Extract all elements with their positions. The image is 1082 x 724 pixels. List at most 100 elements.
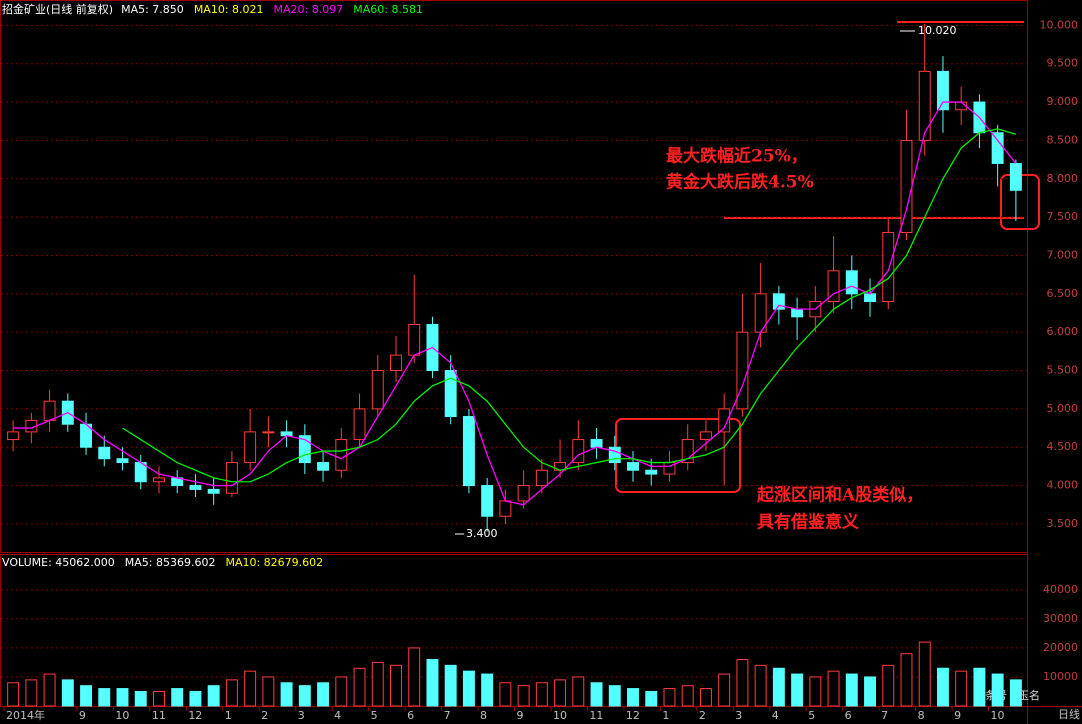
candle-body — [116, 458, 129, 464]
candle-body — [335, 439, 348, 471]
volume-bar — [61, 679, 74, 707]
annotation: 最大跌幅近25%， — [666, 146, 808, 167]
candle-body — [189, 485, 202, 490]
candle-body — [772, 293, 785, 310]
volume-bar — [134, 690, 147, 707]
volume-bar — [153, 690, 165, 707]
volume-bar — [845, 673, 858, 707]
candle-body — [298, 435, 311, 464]
candle-body — [517, 485, 530, 502]
indicator-label: VOLUME: 45062.000 — [2, 556, 115, 569]
y-tick-label: 5.000 — [1047, 402, 1079, 415]
volume-bar — [882, 664, 895, 707]
volume-bar — [189, 690, 202, 707]
candle-body — [262, 431, 275, 434]
x-tick-label: 5 — [371, 709, 378, 722]
volume-bar — [554, 679, 567, 707]
candle-body — [736, 331, 749, 410]
volume-bar — [791, 673, 804, 707]
x-tick-label: 6 — [407, 709, 414, 722]
volume-bar — [955, 670, 968, 707]
x-tick-label: 11 — [589, 709, 603, 722]
x-tick-label: 4 — [334, 709, 341, 722]
volume-bar — [736, 659, 749, 707]
candle-body — [98, 446, 111, 460]
price-label: 3.400 — [466, 527, 498, 540]
volume-bar — [462, 670, 475, 707]
volume-bar — [317, 682, 330, 707]
candle-body — [153, 477, 165, 483]
candle-body — [481, 485, 494, 517]
y-tick-label: 7.000 — [1047, 248, 1079, 261]
indicator-label: MA5: 85369.602 — [125, 556, 216, 569]
ma-line — [122, 128, 1017, 483]
volume-bar — [116, 688, 129, 707]
candle-body — [444, 370, 457, 418]
candle-body — [918, 70, 931, 141]
x-tick-label: 10 — [991, 709, 1005, 722]
x-tick-label: 11 — [152, 709, 166, 722]
y-tick-label: 7.500 — [1047, 210, 1079, 223]
candle-body — [1009, 162, 1022, 191]
volume-bar — [681, 685, 694, 707]
volume-bar — [371, 661, 384, 707]
volume-bar — [280, 682, 293, 707]
candle-body — [317, 462, 330, 471]
candle-body — [535, 469, 548, 487]
volume-bar — [444, 664, 457, 707]
y-tick-label: 9.500 — [1047, 57, 1079, 70]
y-tick-label: 10000 — [1043, 670, 1078, 683]
volume-bar — [772, 667, 785, 707]
y-tick-label: 10.000 — [1040, 18, 1079, 31]
candle-body — [207, 488, 220, 494]
candle-body — [882, 231, 895, 302]
volume-bar — [608, 685, 621, 707]
volume-bar — [408, 647, 421, 707]
volume-bar — [335, 676, 348, 707]
volume-bar — [754, 664, 767, 707]
x-tick-label: 1 — [662, 709, 669, 722]
candle-body — [7, 431, 20, 441]
indicator-label: MA5: 7.850 — [121, 3, 184, 16]
candle-body — [827, 270, 840, 302]
x-tick-label: 12 — [626, 709, 640, 722]
volume-bar — [663, 688, 676, 707]
candle-body — [936, 70, 949, 111]
volume-bar — [244, 670, 257, 707]
indicator-label: MA10: 82679.602 — [225, 556, 323, 569]
y-tick-label: 8.000 — [1047, 172, 1079, 185]
x-tick-label: 8 — [918, 709, 925, 722]
x-tick-label: 3 — [298, 709, 305, 722]
x-tick-label: 8 — [480, 709, 487, 722]
indicator-label: MA20: 8.097 — [274, 3, 344, 16]
x-tick-label: 12 — [188, 709, 202, 722]
candle-body — [499, 500, 512, 517]
volume-bar — [572, 676, 585, 707]
candle-body — [390, 354, 402, 372]
candle-body — [699, 431, 712, 441]
volume-bar — [390, 664, 402, 707]
volume-bar — [645, 690, 658, 707]
volume-bar — [918, 641, 931, 707]
volume-bar — [973, 667, 986, 707]
volume-bar — [900, 653, 913, 707]
candle-body — [608, 446, 621, 464]
candle-body — [225, 462, 238, 494]
volume-bar — [517, 685, 530, 707]
volume-bar — [426, 659, 439, 707]
y-tick-label: 4.000 — [1047, 479, 1079, 492]
indicator-label: MA10: 8.021 — [194, 3, 264, 16]
candle-body — [791, 308, 804, 318]
x-tick-label: 7 — [881, 709, 888, 722]
candle-body — [681, 439, 694, 464]
volume-bar — [1009, 679, 1022, 707]
volume-bar — [718, 673, 731, 707]
y-tick-label: 30000 — [1043, 612, 1078, 625]
annotation: 具有借鉴意义 — [756, 512, 859, 533]
candle-body — [43, 400, 56, 421]
volume-bar — [590, 682, 603, 707]
volume-bar — [171, 688, 184, 707]
candle-body — [408, 324, 421, 356]
volume-bar — [809, 676, 822, 707]
